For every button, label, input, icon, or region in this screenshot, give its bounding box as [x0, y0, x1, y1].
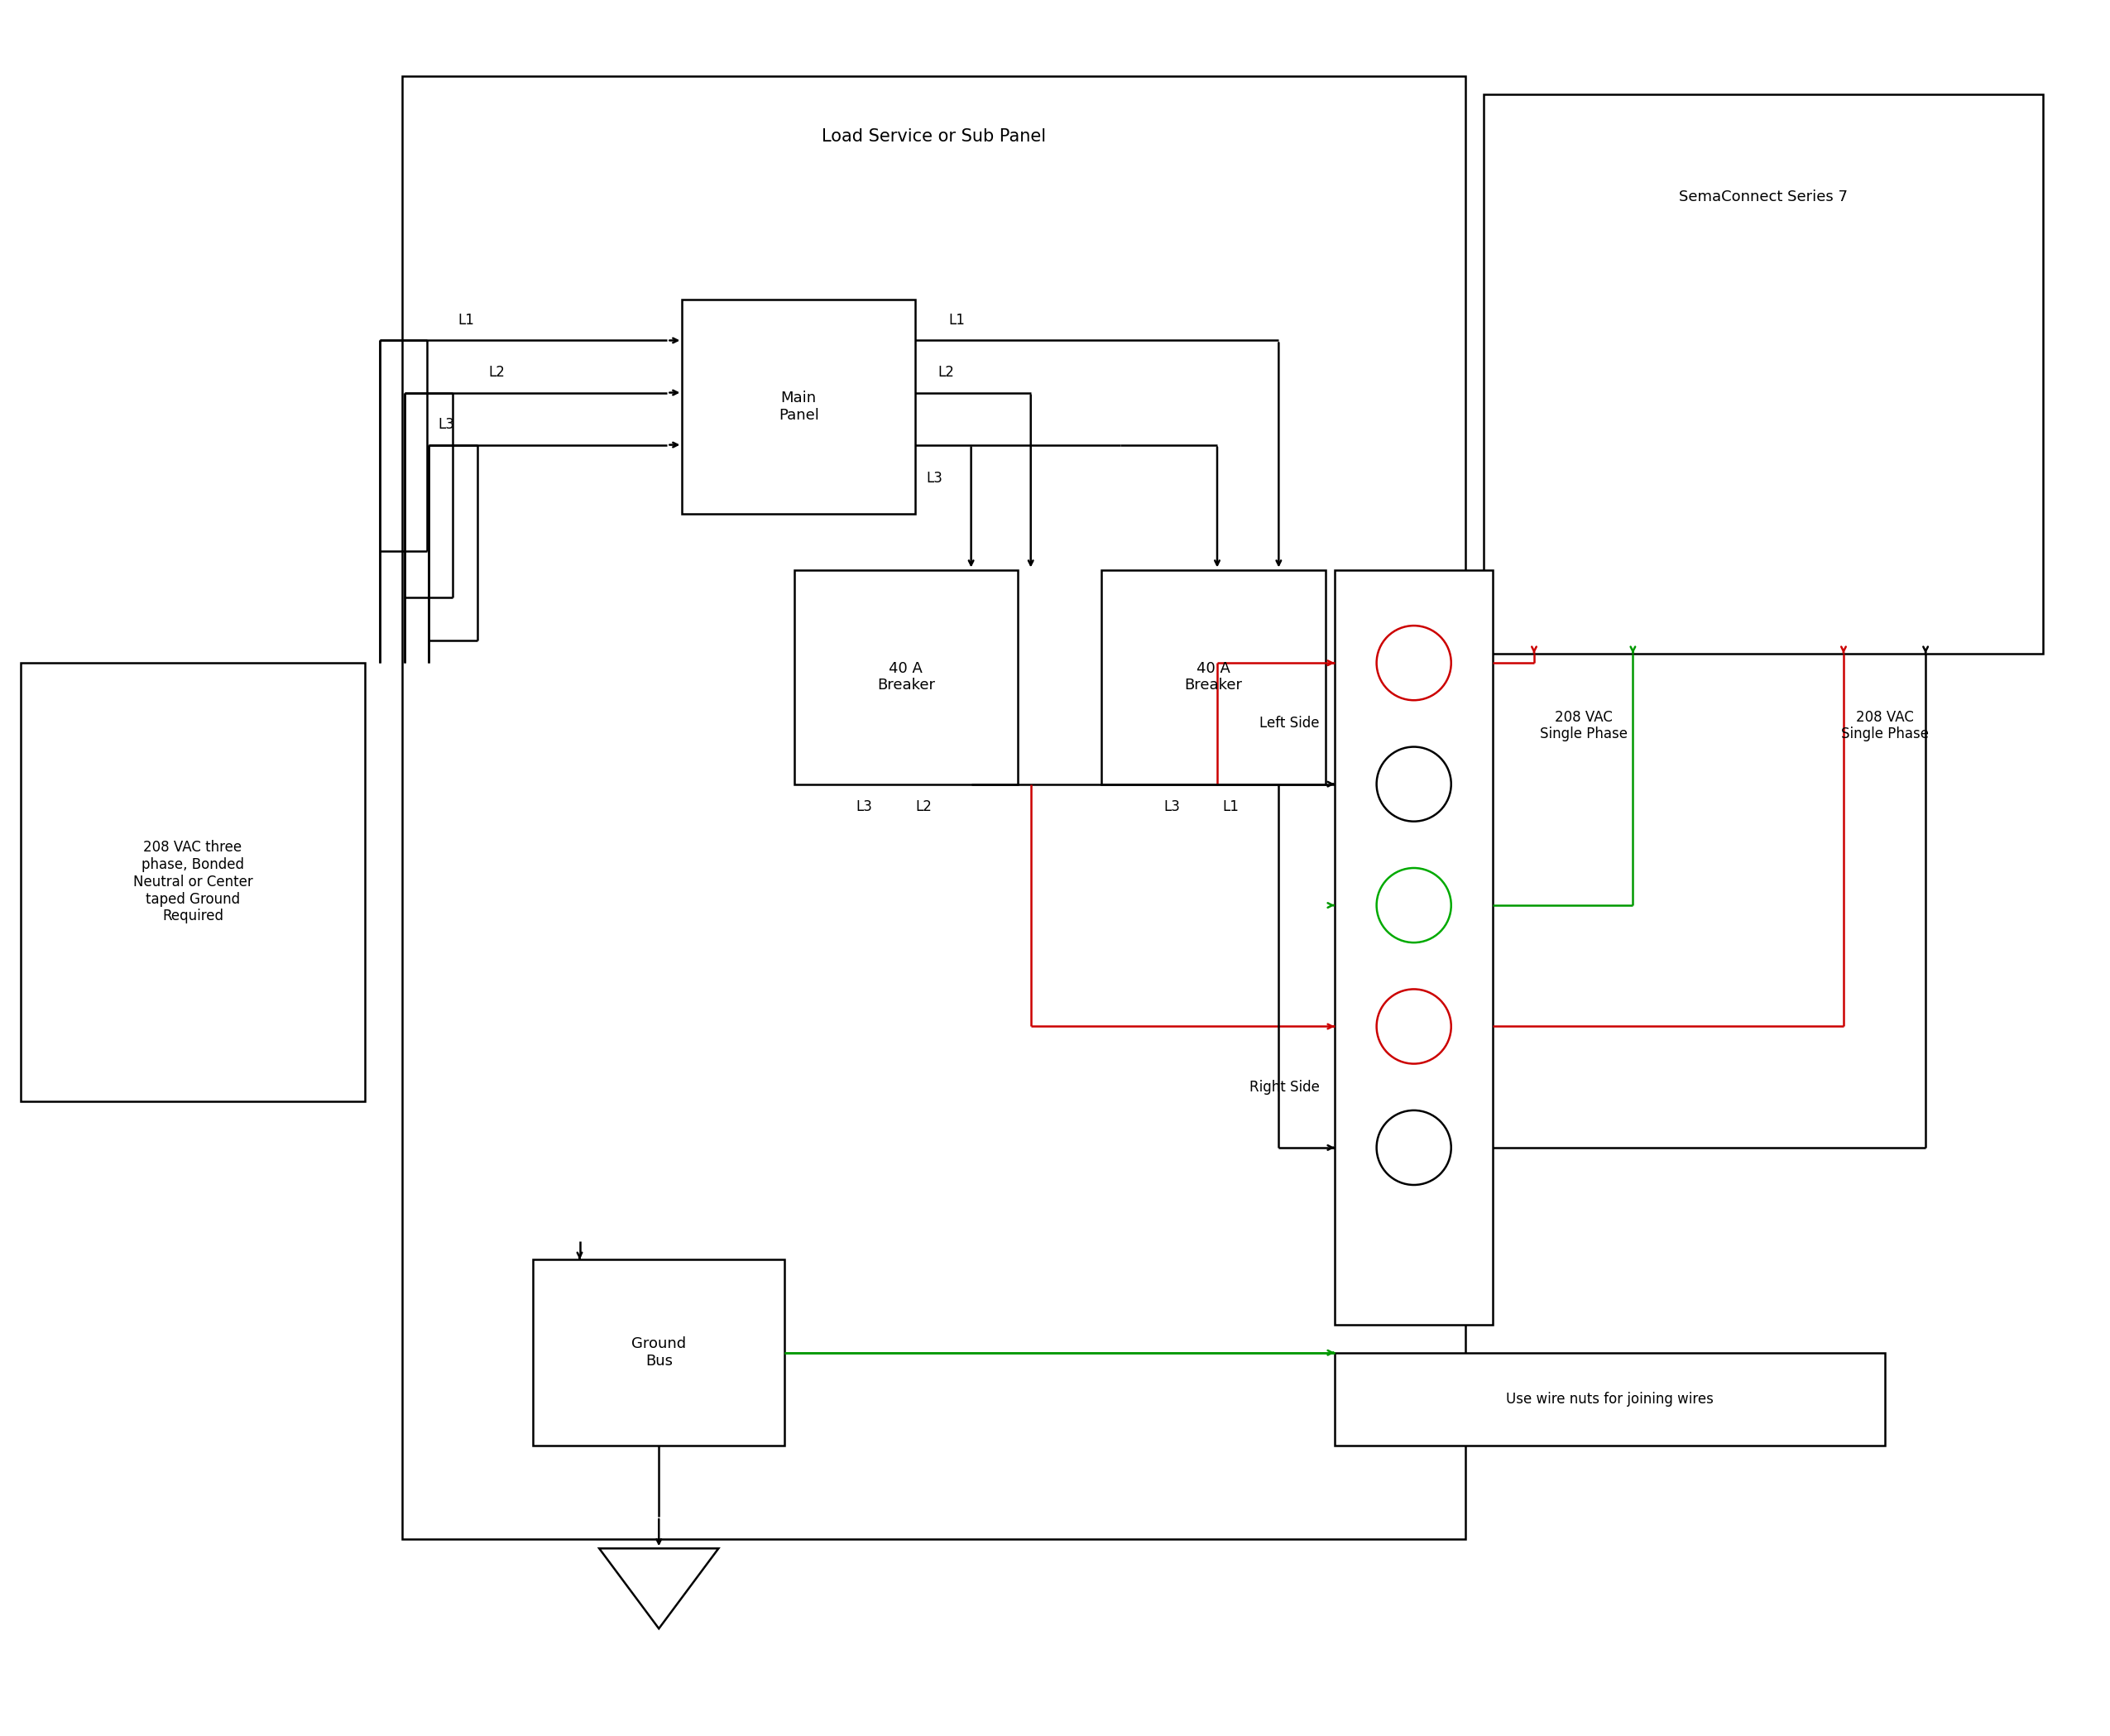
Text: L1: L1 [458, 312, 475, 328]
Text: L1: L1 [949, 312, 964, 328]
Circle shape [1376, 625, 1452, 700]
Circle shape [1376, 868, 1452, 943]
Bar [793, 569, 1017, 785]
Text: 40 A
Breaker: 40 A Breaker [878, 661, 935, 693]
Text: Left Side: Left Side [1260, 715, 1319, 731]
Bar [1336, 1352, 1884, 1446]
Text: 40 A
Breaker: 40 A Breaker [1184, 661, 1243, 693]
Text: SemaConnect Series 7: SemaConnect Series 7 [1680, 189, 1848, 205]
Text: 208 VAC
Single Phase: 208 VAC Single Phase [1840, 710, 1929, 741]
Text: Load Service or Sub Panel: Load Service or Sub Panel [821, 128, 1047, 144]
Text: 208 VAC
Single Phase: 208 VAC Single Phase [1540, 710, 1627, 741]
Bar [21, 663, 365, 1101]
Bar [682, 299, 916, 514]
Circle shape [1376, 1111, 1452, 1186]
Bar [1336, 569, 1494, 1325]
Polygon shape [599, 1549, 720, 1628]
Text: L1: L1 [1224, 799, 1239, 814]
Text: Use wire nuts for joining wires: Use wire nuts for joining wires [1507, 1392, 1713, 1406]
Text: L2: L2 [487, 365, 504, 380]
Text: L3: L3 [1163, 799, 1179, 814]
Text: Right Side: Right Side [1249, 1080, 1319, 1094]
Text: Main
Panel: Main Panel [779, 391, 819, 422]
Text: L3: L3 [439, 417, 454, 432]
Text: 208 VAC three
phase, Bonded
Neutral or Center
taped Ground
Required: 208 VAC three phase, Bonded Neutral or C… [133, 840, 253, 924]
Text: Ground
Bus: Ground Bus [631, 1337, 686, 1368]
Bar [534, 1260, 785, 1446]
Bar [403, 76, 1464, 1540]
Circle shape [1376, 746, 1452, 821]
Circle shape [1376, 990, 1452, 1064]
Text: L2: L2 [937, 365, 954, 380]
Text: L3: L3 [926, 470, 943, 486]
Text: L3: L3 [857, 799, 871, 814]
Text: L2: L2 [916, 799, 933, 814]
Bar [1483, 94, 2042, 654]
Bar [1101, 569, 1325, 785]
